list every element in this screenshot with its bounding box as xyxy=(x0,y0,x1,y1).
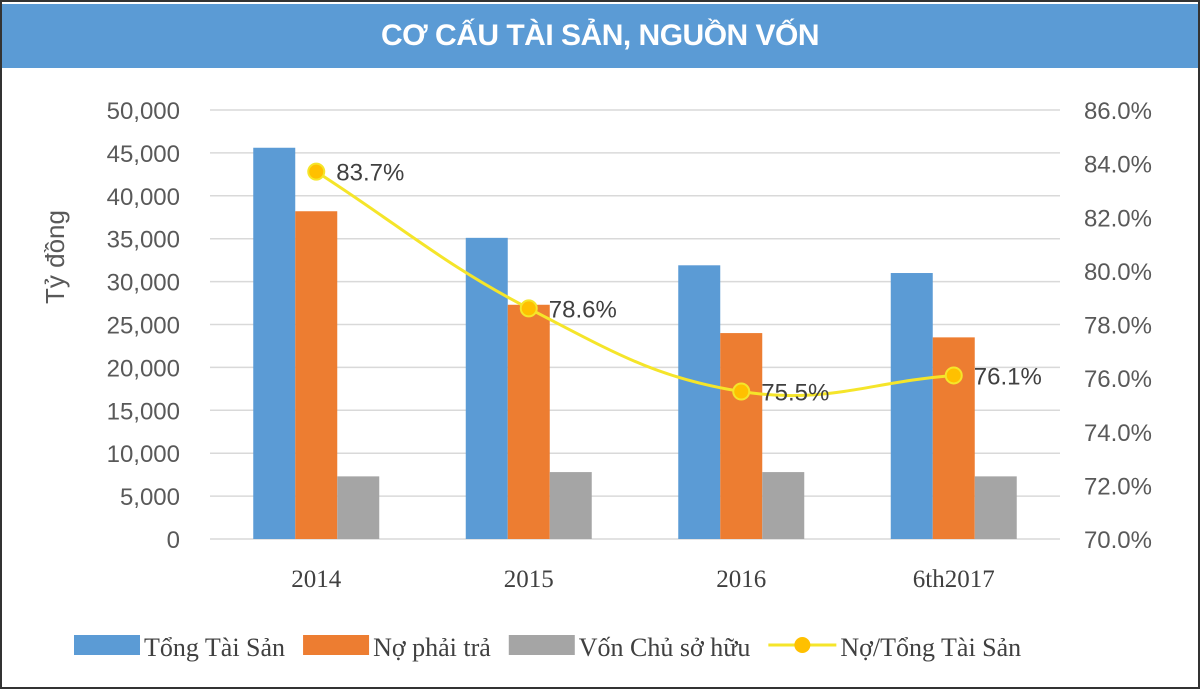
legend-label: Vốn Chủ sở hữu xyxy=(579,633,751,662)
legend-label: Tổng Tài Sản xyxy=(144,633,285,662)
y2-tick-label: 80.0% xyxy=(1084,259,1152,286)
y-tick-label: 40,000 xyxy=(107,184,180,211)
y-tick-label: 5,000 xyxy=(120,484,180,511)
y-tick-label: 10,000 xyxy=(107,441,180,468)
legend-marker xyxy=(794,637,811,653)
x-tick-label: 2015 xyxy=(504,566,554,593)
y2-tick-label: 72.0% xyxy=(1084,473,1152,500)
x-tick-label: 2014 xyxy=(291,566,342,593)
data-label: 75.5% xyxy=(761,380,829,407)
line-marker xyxy=(732,382,751,401)
y2-tick-label: 74.0% xyxy=(1084,420,1152,447)
y-tick-label: 15,000 xyxy=(107,398,180,425)
data-label: 78.6% xyxy=(549,296,617,323)
legend-swatch xyxy=(74,635,140,655)
y-tick-label: 0 xyxy=(167,527,180,554)
bar-nợ-phải-trả xyxy=(295,211,338,539)
bar-vốn-chủ-sở-hữu xyxy=(974,476,1017,539)
y2-tick-label: 84.0% xyxy=(1084,152,1152,179)
y-tick-label: 30,000 xyxy=(107,270,180,297)
data-label: 83.7% xyxy=(336,160,404,187)
line-marker xyxy=(307,162,326,181)
legend-label: Nợ phải trả xyxy=(373,633,491,662)
legend-swatch xyxy=(508,635,575,655)
y-tick-label: 35,000 xyxy=(107,227,180,254)
y2-tick-label: 70.0% xyxy=(1084,527,1152,554)
bar-tổng-tài-sản xyxy=(890,273,933,539)
legend-label: Nợ/Tổng Tài Sản xyxy=(840,633,1021,662)
y2-tick-label: 86.0% xyxy=(1084,98,1152,125)
bar-tổng-tài-sản xyxy=(465,237,508,540)
bar-nợ-phải-trả xyxy=(720,333,763,539)
y-tick-label: 25,000 xyxy=(107,313,180,340)
bar-vốn-chủ-sở-hữu xyxy=(337,476,380,539)
y2-tick-label: 78.0% xyxy=(1084,313,1152,340)
legend-swatch xyxy=(303,635,370,655)
y-axis-label: Tỷ đồng xyxy=(40,210,70,304)
x-tick-label: 2016 xyxy=(716,566,766,593)
bar-nợ-phải-trả xyxy=(507,304,550,539)
bar-vốn-chủ-sở-hữu xyxy=(762,472,805,539)
bar-vốn-chủ-sở-hữu xyxy=(549,472,592,539)
x-tick-label: 6th2017 xyxy=(913,566,995,593)
y-tick-label: 50,000 xyxy=(107,98,180,125)
y2-tick-label: 82.0% xyxy=(1084,205,1152,232)
data-label: 76.1% xyxy=(974,363,1042,390)
line-marker xyxy=(944,366,963,385)
line-no-tong-tai-san xyxy=(315,170,954,398)
line-marker xyxy=(519,299,538,318)
bar-tổng-tài-sản xyxy=(678,265,721,539)
bar-tổng-tài-sản xyxy=(253,147,296,539)
y-tick-label: 20,000 xyxy=(107,355,180,382)
y-tick-label: 45,000 xyxy=(107,141,180,168)
chart-title: CƠ CẤU TÀI SẢN, NGUỒN VỐN xyxy=(2,4,1198,68)
y2-tick-label: 76.0% xyxy=(1084,366,1152,393)
